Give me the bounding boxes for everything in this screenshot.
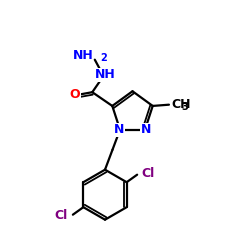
Text: CH: CH xyxy=(172,98,191,111)
Text: N: N xyxy=(114,123,124,136)
Text: N: N xyxy=(141,123,152,136)
Text: 3: 3 xyxy=(181,102,188,112)
Text: Cl: Cl xyxy=(141,167,154,180)
Text: NH: NH xyxy=(73,50,94,62)
Text: 2: 2 xyxy=(100,53,107,63)
Text: NH: NH xyxy=(94,68,115,81)
Text: O: O xyxy=(70,88,80,101)
Text: Cl: Cl xyxy=(54,210,68,222)
